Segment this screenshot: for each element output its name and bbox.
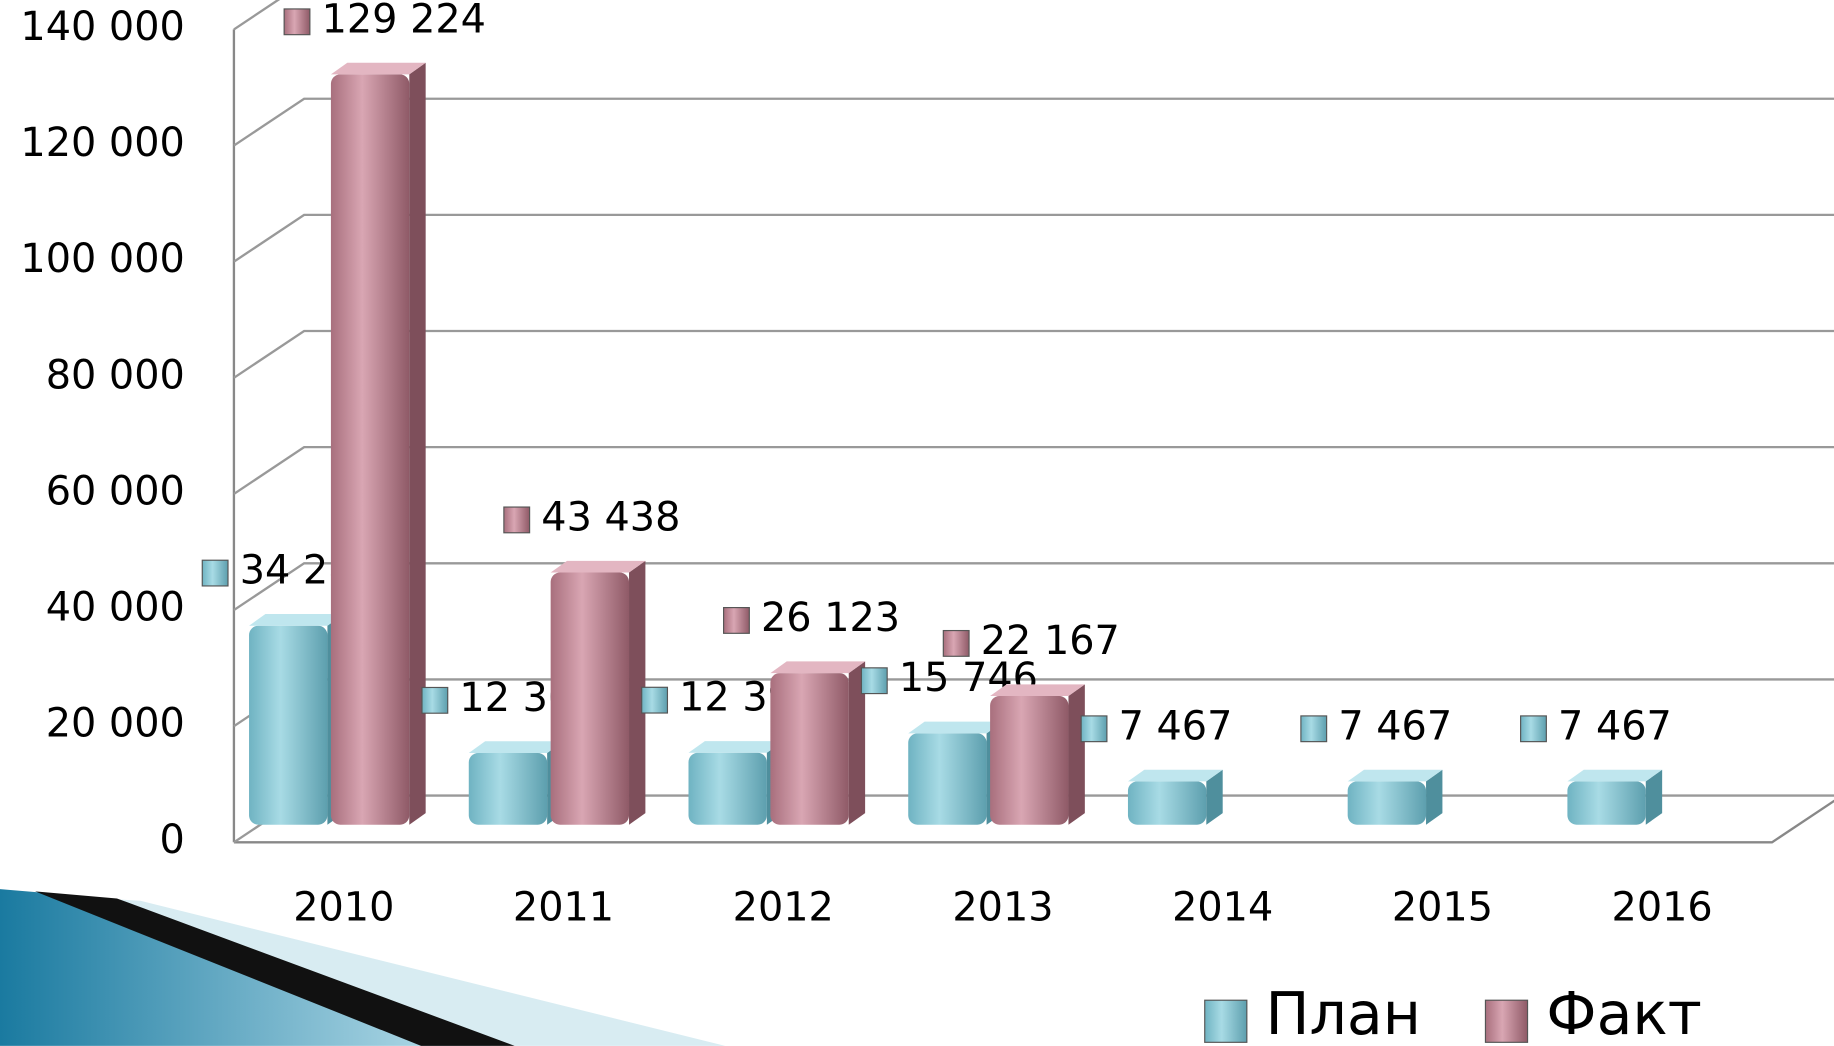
bar-side <box>1426 769 1443 825</box>
y-tick-label: 80 000 <box>46 352 185 398</box>
grid-line <box>233 0 281 31</box>
bar-side <box>1068 684 1085 825</box>
value-label: 7 467 <box>1338 703 1452 749</box>
bar-top <box>249 614 344 626</box>
x-tick-label: 2011 <box>513 885 614 931</box>
y-tick-label: 60 000 <box>46 468 185 514</box>
x-tick-label: 2014 <box>1172 885 1273 931</box>
bar-top <box>550 560 646 573</box>
x-tick-label: 2010 <box>293 885 394 931</box>
grid-line <box>233 97 1834 147</box>
legend-label: Факт <box>1546 980 1702 1046</box>
y-tick-label: 20 000 <box>46 701 185 747</box>
legend-label: План <box>1266 980 1421 1046</box>
bar-top <box>990 684 1085 697</box>
value-label: 22 167 <box>981 618 1120 664</box>
label-marker <box>421 686 449 714</box>
y-tick-label: 40 000 <box>46 585 185 631</box>
bar-side <box>848 661 866 825</box>
y-tick-label: 100 000 <box>20 236 184 282</box>
value-label: 7 467 <box>1119 703 1233 749</box>
x-tick-label: 2012 <box>733 885 834 931</box>
label-marker <box>723 607 750 634</box>
x-tick-label: 2013 <box>952 885 1053 931</box>
label-marker <box>1080 715 1108 743</box>
y-tick-label: 140 000 <box>20 4 184 50</box>
value-label: 26 123 <box>761 595 900 641</box>
bar <box>908 733 987 825</box>
bar <box>770 673 849 825</box>
label-marker <box>201 559 229 587</box>
bar-top <box>468 741 564 753</box>
bar <box>688 752 767 825</box>
label-marker <box>641 686 669 714</box>
grid-line <box>233 213 1834 263</box>
grid-line <box>233 445 1834 495</box>
bar <box>1347 781 1427 825</box>
x-tick-label: 2016 <box>1612 885 1713 931</box>
bar <box>550 572 630 825</box>
decoration <box>0 889 726 1046</box>
label-marker <box>942 629 970 657</box>
legend-marker <box>1484 999 1529 1043</box>
value-label: 7 467 <box>1558 703 1672 749</box>
bar <box>990 696 1069 825</box>
axis-wall <box>232 29 1834 844</box>
y-tick-label: 120 000 <box>20 120 184 166</box>
bar-top <box>1567 769 1663 782</box>
y-tick-label: 0 <box>160 817 185 863</box>
bar-side <box>1645 769 1663 825</box>
bar <box>330 74 410 825</box>
grid-line <box>233 329 1834 379</box>
bar-side <box>629 560 646 825</box>
label-marker <box>1520 715 1547 743</box>
label-marker <box>1300 715 1328 743</box>
label-marker <box>503 506 531 534</box>
grid-line <box>233 562 1834 612</box>
value-label: 43 438 <box>541 494 680 540</box>
label-marker <box>860 667 888 695</box>
bar-top <box>908 721 1003 734</box>
x-tick-label: 2015 <box>1392 885 1493 931</box>
bar-top <box>330 62 426 75</box>
value-label: 129 224 <box>322 0 486 42</box>
bar-side <box>409 62 426 825</box>
bar <box>468 752 548 825</box>
legend-marker <box>1204 999 1248 1043</box>
bar-top <box>688 741 784 753</box>
label-marker <box>283 8 311 36</box>
bar-side <box>1206 769 1223 825</box>
bar-top <box>1347 769 1443 782</box>
bar <box>1127 781 1207 825</box>
bar-top <box>770 661 866 674</box>
bar <box>1567 781 1646 825</box>
bar-top <box>1127 769 1223 782</box>
bar <box>249 625 328 825</box>
